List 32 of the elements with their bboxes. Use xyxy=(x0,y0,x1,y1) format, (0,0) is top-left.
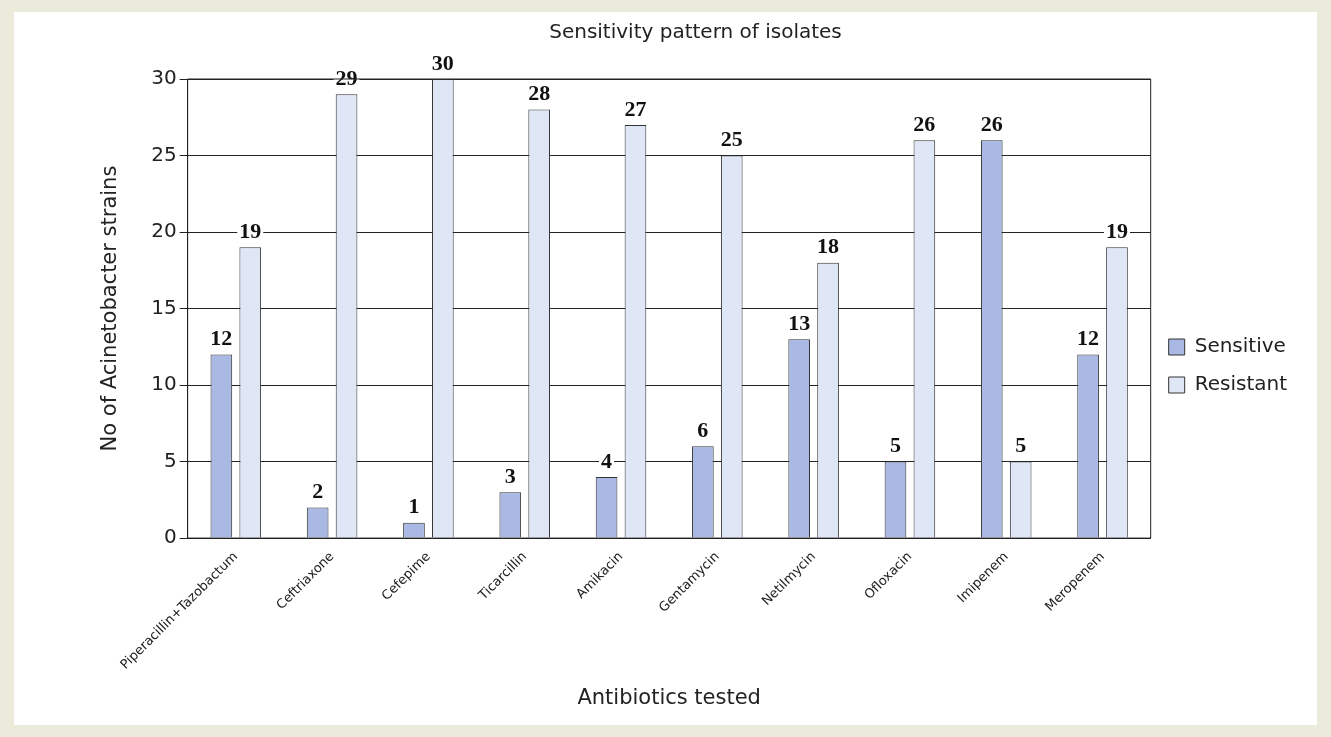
data-label: 2 xyxy=(312,478,324,504)
y-tick-label: 10 xyxy=(151,371,177,396)
chart-title: Sensitivity pattern of isolates xyxy=(549,19,842,44)
data-label: 6 xyxy=(697,416,709,442)
y-axis-title: No of Acinetobacter strains xyxy=(97,165,122,452)
data-label: 12 xyxy=(210,325,233,351)
data-label: 28 xyxy=(528,80,551,106)
data-label: 1 xyxy=(408,493,420,519)
legend-label: Sensitive xyxy=(1194,333,1286,358)
data-label: 12 xyxy=(1077,325,1100,351)
data-label: 5 xyxy=(1015,432,1027,458)
data-label: 30 xyxy=(431,49,454,75)
y-tick-label: 20 xyxy=(151,218,177,243)
data-label: 3 xyxy=(504,462,516,488)
y-tick-label: 15 xyxy=(151,294,177,319)
data-label: 27 xyxy=(624,95,647,121)
data-label: 19 xyxy=(239,218,262,244)
y-tick-label: 0 xyxy=(163,524,177,549)
y-tick-label: 30 xyxy=(151,65,177,90)
data-label: 13 xyxy=(788,309,811,335)
data-label: 18 xyxy=(817,233,840,259)
data-label: 4 xyxy=(601,447,613,473)
x-axis-title: Antibiotics tested xyxy=(577,684,761,709)
data-label: 25 xyxy=(720,126,743,152)
y-tick-label: 25 xyxy=(151,141,177,166)
data-label: 29 xyxy=(335,64,358,90)
y-tick-label: 5 xyxy=(163,447,177,472)
data-label: 26 xyxy=(913,110,936,136)
data-label: 26 xyxy=(980,110,1003,136)
data-label: 19 xyxy=(1105,218,1128,244)
legend-label: Resistant xyxy=(1194,371,1288,396)
data-label: 5 xyxy=(889,432,901,458)
